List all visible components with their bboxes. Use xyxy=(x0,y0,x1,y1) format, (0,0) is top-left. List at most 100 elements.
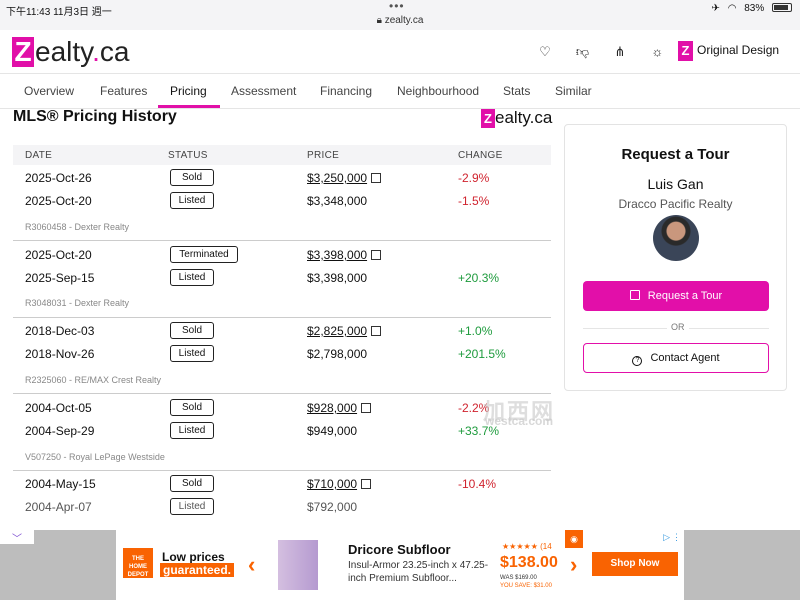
price-value[interactable]: $928,000 xyxy=(307,401,358,415)
home-depot-logo: THE HOME DEPOT xyxy=(123,548,153,578)
active-tab-indicator xyxy=(158,105,220,108)
original-design-link[interactable]: Z Original Design xyxy=(678,41,779,61)
ad-banner: ﹀ THE HOME DEPOT Low prices guaranteed. … xyxy=(0,530,800,600)
question-icon: ? xyxy=(632,356,643,366)
product-price: $138.00 xyxy=(500,554,558,571)
row-price[interactable]: $2,825,000 xyxy=(307,324,382,338)
ad-prev-icon[interactable]: ‹ xyxy=(248,552,256,577)
row-price[interactable]: $928,000 xyxy=(307,401,372,415)
group-divider xyxy=(13,393,551,394)
status-badge: Listed xyxy=(170,269,214,286)
status-badge: Listed xyxy=(170,498,214,515)
shop-now-button[interactable]: Shop Now xyxy=(592,552,678,576)
ad-info-icon[interactable]: ▷ xyxy=(663,532,670,542)
status-badge: Sold xyxy=(170,322,214,339)
url-bar[interactable]: 🔒︎ zealty.ca xyxy=(376,15,424,26)
row-change: -2.2% xyxy=(458,401,490,415)
price-value: $2,798,000 xyxy=(307,347,368,361)
status-time: 下午11:43 11月3日 週一 xyxy=(6,7,112,18)
row-date: 2025-Oct-20 xyxy=(25,194,92,208)
row-price: $949,000 xyxy=(307,424,357,438)
ad-close-icon[interactable]: ⋮ xyxy=(672,532,681,542)
price-value[interactable]: $2,825,000 xyxy=(307,324,368,338)
tour-card-title: Request a Tour xyxy=(621,146,730,163)
col-date: DATE xyxy=(25,150,53,161)
external-link-icon[interactable] xyxy=(371,173,382,183)
tab-overview[interactable]: Overview xyxy=(24,84,75,98)
row-change: +20.3% xyxy=(458,271,500,285)
row-date: 2018-Dec-03 xyxy=(25,324,95,338)
row-price[interactable]: $710,000 xyxy=(307,477,372,491)
product-title: Dricore Subfloor xyxy=(348,542,451,557)
external-link-icon[interactable] xyxy=(361,479,372,489)
section-title: MLS® Pricing History xyxy=(13,108,177,125)
status-badge: Listed xyxy=(170,345,214,362)
section-tabs: Overview Features Pricing Assessment Fin… xyxy=(0,75,800,109)
agency-name: Dracco Pacific Realty xyxy=(618,197,733,211)
row-date: 2025-Sep-15 xyxy=(25,271,95,285)
product-image xyxy=(278,540,318,590)
status-bar: 下午11:43 11月3日 週一 ••• 🔒︎ zealty.ca ✈ ◠ 83… xyxy=(0,0,800,30)
table-row: 2018-Nov-26 Listed $2,798,000 +201.5% xyxy=(13,344,551,366)
request-tour-button[interactable]: Request a Tour xyxy=(583,281,769,311)
price-value: $949,000 xyxy=(307,424,358,438)
external-link-icon[interactable] xyxy=(361,403,372,413)
table-row: 2018-Dec-03 Sold $2,825,000 +1.0% xyxy=(13,321,551,343)
row-date: 2004-Sep-29 xyxy=(25,424,95,438)
row-change: -2.9% xyxy=(458,171,490,185)
battery-percent: 83% xyxy=(744,3,765,14)
tab-features[interactable]: Features xyxy=(100,84,148,98)
row-date: 2025-Oct-26 xyxy=(25,171,92,185)
ad-next-icon[interactable]: › xyxy=(570,552,578,577)
price-value: $792,000 xyxy=(307,500,358,514)
price-value[interactable]: $3,398,000 xyxy=(307,248,368,262)
rating-stars: ★★★★★ (14 xyxy=(502,542,552,551)
row-change: -1.5% xyxy=(458,194,490,208)
group-divider xyxy=(13,240,551,241)
listing-source: V507250 - Royal LePage Westside xyxy=(25,452,165,462)
ad-content[interactable]: THE HOME DEPOT Low prices guaranteed. ‹ … xyxy=(116,530,684,600)
table-row: 2025-Oct-20 Listed $3,348,000 -1.5% xyxy=(13,191,551,213)
product-description: Insul-Armor 23.25-inch x 47.25-inch Prem… xyxy=(348,560,489,584)
row-price[interactable]: $3,398,000 xyxy=(307,248,382,262)
row-price: $3,398,000 xyxy=(307,271,367,285)
table-row: 2004-Oct-05 Sold $928,000 -2.2% xyxy=(13,398,551,420)
brightness-icon[interactable]: ☼ xyxy=(651,44,664,59)
row-date: 2025-Oct-20 xyxy=(25,248,92,262)
tour-card: Request a Tour Luis Gan Dracco Pacific R… xyxy=(564,124,787,391)
share-icon[interactable]: ⋔ xyxy=(614,44,626,59)
listing-source: R3060458 - Dexter Realty xyxy=(25,222,130,232)
tab-financing[interactable]: Financing xyxy=(320,84,373,98)
status-badge: Sold xyxy=(170,399,214,416)
listing-source: R2325060 - RE/MAX Crest Realty xyxy=(25,375,162,385)
price-value[interactable]: $710,000 xyxy=(307,477,358,491)
row-price[interactable]: $3,250,000 xyxy=(307,171,382,185)
contact-agent-button[interactable]: ? Contact Agent xyxy=(583,343,769,373)
thumbs-down-icon[interactable]: 👎︎ xyxy=(575,44,590,59)
tab-similar[interactable]: Similar xyxy=(555,84,592,98)
price-value[interactable]: $3,250,000 xyxy=(307,171,368,185)
ad-collapse-icon[interactable]: ﹀ xyxy=(0,530,34,545)
table-row: 2004-May-15 Sold $710,000 -10.4% xyxy=(13,474,551,496)
status-badge: Listed xyxy=(170,192,214,209)
external-link-icon[interactable] xyxy=(371,250,382,260)
tab-assessment[interactable]: Assessment xyxy=(231,84,297,98)
more-dots-icon[interactable]: ••• xyxy=(389,0,405,13)
watermark: 加西网 xyxy=(483,399,556,424)
row-date: 2004-Apr-07 xyxy=(25,500,92,514)
heart-icon[interactable]: ♡ xyxy=(539,44,551,59)
external-link-icon[interactable] xyxy=(371,326,382,336)
tab-pricing[interactable]: Pricing xyxy=(170,84,207,98)
lock-icon: 🔒︎ xyxy=(376,15,382,26)
tab-neighbourhood[interactable]: Neighbourhood xyxy=(397,84,480,98)
location-pin-icon: ◉ xyxy=(565,530,583,548)
row-change: +1.0% xyxy=(458,324,493,338)
tab-stats[interactable]: Stats xyxy=(503,84,531,98)
row-date: 2018-Nov-26 xyxy=(25,347,95,361)
row-change: +201.5% xyxy=(458,347,506,361)
table-row: 2025-Sep-15 Listed $3,398,000 +20.3% xyxy=(13,268,551,290)
battery-icon xyxy=(772,3,792,12)
